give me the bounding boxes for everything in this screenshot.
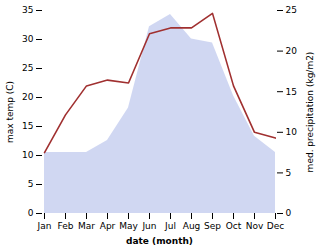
svg-text:Jun: Jun xyxy=(141,221,156,231)
svg-text:Feb: Feb xyxy=(58,221,74,231)
svg-text:30: 30 xyxy=(22,34,34,44)
svg-text:date (month): date (month) xyxy=(126,236,193,246)
svg-text:Sep: Sep xyxy=(204,221,221,231)
svg-text:10: 10 xyxy=(286,127,298,137)
svg-text:10: 10 xyxy=(22,150,34,160)
svg-text:15: 15 xyxy=(286,87,297,97)
svg-text:20: 20 xyxy=(286,46,298,56)
svg-text:Oct: Oct xyxy=(226,221,242,231)
svg-text:0: 0 xyxy=(28,208,34,218)
svg-text:max temp (C): max temp (C) xyxy=(5,81,15,143)
svg-text:Mar: Mar xyxy=(78,221,95,231)
svg-text:25: 25 xyxy=(22,63,33,73)
svg-text:Jan: Jan xyxy=(37,221,52,231)
svg-text:20: 20 xyxy=(22,92,34,102)
svg-text:15: 15 xyxy=(22,121,33,131)
svg-text:5: 5 xyxy=(28,179,34,189)
svg-text:Aug: Aug xyxy=(183,221,201,231)
svg-text:Nov: Nov xyxy=(246,221,264,231)
svg-text:med. precipitation (kg/m2): med. precipitation (kg/m2) xyxy=(305,52,315,173)
svg-text:0: 0 xyxy=(286,208,292,218)
svg-text:5: 5 xyxy=(286,168,292,178)
svg-text:May: May xyxy=(119,221,138,231)
svg-text:25: 25 xyxy=(286,5,297,15)
svg-text:Jul: Jul xyxy=(164,221,176,231)
svg-text:Apr: Apr xyxy=(100,221,116,231)
svg-text:Dec: Dec xyxy=(267,221,284,231)
svg-text:35: 35 xyxy=(22,5,33,15)
